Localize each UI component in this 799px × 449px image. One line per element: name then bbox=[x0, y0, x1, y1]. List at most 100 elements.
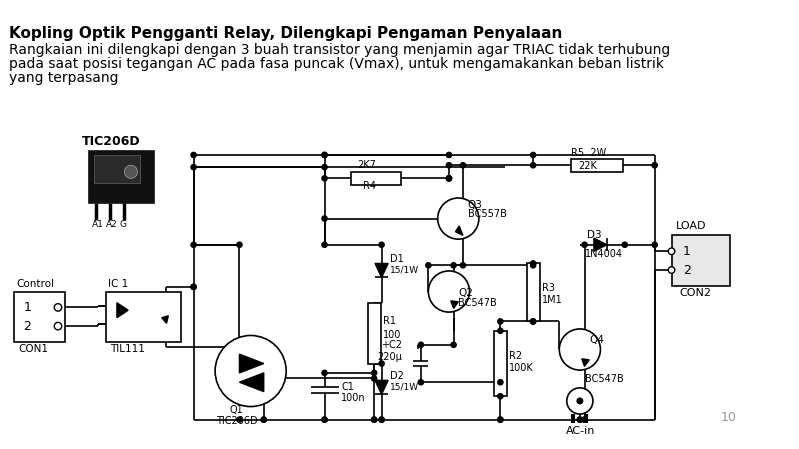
Bar bbox=[494, 331, 507, 396]
Circle shape bbox=[379, 417, 384, 422]
Text: D1: D1 bbox=[390, 254, 403, 264]
Circle shape bbox=[322, 417, 327, 422]
Circle shape bbox=[237, 242, 242, 247]
Text: 1: 1 bbox=[23, 301, 31, 314]
Circle shape bbox=[577, 398, 582, 404]
Circle shape bbox=[191, 164, 197, 170]
Circle shape bbox=[451, 342, 456, 348]
Circle shape bbox=[54, 304, 62, 311]
Text: 15/1W: 15/1W bbox=[390, 265, 419, 274]
Circle shape bbox=[622, 242, 627, 247]
Text: pada saat posisi tegangan AC pada fasa puncak (Vmax), untuk mengamakankan beban : pada saat posisi tegangan AC pada fasa p… bbox=[10, 57, 664, 71]
Text: Q4: Q4 bbox=[589, 335, 604, 345]
Circle shape bbox=[372, 376, 376, 381]
Circle shape bbox=[531, 319, 535, 324]
Text: Control: Control bbox=[17, 279, 55, 289]
Text: yang terpasang: yang terpasang bbox=[10, 71, 119, 85]
Text: 1M1: 1M1 bbox=[542, 295, 562, 305]
Circle shape bbox=[322, 152, 327, 158]
Circle shape bbox=[652, 242, 658, 247]
Text: 100n: 100n bbox=[341, 393, 366, 403]
Text: TIL111: TIL111 bbox=[110, 344, 145, 355]
Text: R4: R4 bbox=[363, 181, 376, 191]
Circle shape bbox=[191, 284, 197, 290]
Circle shape bbox=[322, 164, 327, 170]
Circle shape bbox=[372, 370, 376, 375]
Text: AC-in: AC-in bbox=[566, 426, 595, 436]
Polygon shape bbox=[240, 373, 264, 392]
Circle shape bbox=[322, 417, 327, 422]
Circle shape bbox=[577, 417, 582, 422]
Circle shape bbox=[125, 165, 137, 178]
Text: R2: R2 bbox=[509, 351, 522, 361]
Text: Q1: Q1 bbox=[230, 405, 244, 415]
Circle shape bbox=[322, 152, 327, 158]
Circle shape bbox=[261, 417, 266, 422]
Circle shape bbox=[498, 417, 503, 422]
Circle shape bbox=[566, 388, 593, 414]
Circle shape bbox=[191, 152, 197, 158]
Circle shape bbox=[215, 335, 286, 406]
Circle shape bbox=[237, 417, 242, 422]
Text: TIC206D: TIC206D bbox=[216, 416, 257, 426]
Circle shape bbox=[460, 163, 466, 168]
Bar bbox=[368, 303, 380, 364]
Text: 2: 2 bbox=[682, 264, 690, 277]
Circle shape bbox=[418, 379, 423, 385]
Text: TIC206D: TIC206D bbox=[82, 135, 141, 148]
Circle shape bbox=[372, 417, 376, 422]
Text: 2: 2 bbox=[23, 320, 31, 333]
Circle shape bbox=[531, 152, 535, 158]
Circle shape bbox=[322, 242, 327, 247]
Text: G: G bbox=[120, 220, 127, 229]
Text: R1: R1 bbox=[383, 317, 396, 326]
Text: Q3: Q3 bbox=[467, 199, 483, 210]
Text: A2: A2 bbox=[105, 220, 117, 229]
Bar bbox=[671, 235, 729, 286]
Text: 220μ: 220μ bbox=[377, 352, 402, 362]
Circle shape bbox=[668, 248, 675, 255]
Circle shape bbox=[379, 417, 384, 422]
Text: Kopling Optik Pengganti Relay, Dilengkapi Pengaman Penyalaan: Kopling Optik Pengganti Relay, Dilengkap… bbox=[10, 26, 562, 41]
Text: C1: C1 bbox=[341, 382, 354, 392]
Text: 1: 1 bbox=[682, 245, 690, 258]
Circle shape bbox=[531, 263, 535, 268]
Polygon shape bbox=[594, 238, 607, 251]
Circle shape bbox=[582, 417, 587, 422]
Text: BC547B: BC547B bbox=[459, 298, 497, 308]
Polygon shape bbox=[582, 359, 589, 366]
Text: 15/1W: 15/1W bbox=[390, 383, 419, 392]
Circle shape bbox=[372, 417, 376, 422]
Text: +C2: +C2 bbox=[381, 340, 402, 350]
Circle shape bbox=[379, 361, 384, 366]
Text: D3: D3 bbox=[587, 230, 602, 240]
Text: CON1: CON1 bbox=[18, 344, 49, 355]
Circle shape bbox=[428, 271, 470, 312]
Polygon shape bbox=[375, 264, 388, 277]
Circle shape bbox=[498, 328, 503, 334]
Circle shape bbox=[379, 242, 384, 247]
Circle shape bbox=[582, 242, 587, 247]
Bar bbox=[351, 172, 401, 185]
Circle shape bbox=[460, 263, 466, 268]
Polygon shape bbox=[240, 354, 264, 373]
Text: 100: 100 bbox=[383, 330, 401, 340]
Text: CON2: CON2 bbox=[679, 288, 711, 299]
Circle shape bbox=[559, 329, 600, 370]
Circle shape bbox=[451, 263, 456, 268]
Text: Q2: Q2 bbox=[459, 288, 473, 299]
Circle shape bbox=[498, 319, 503, 324]
Text: 100K: 100K bbox=[509, 363, 534, 373]
Circle shape bbox=[498, 394, 503, 399]
Bar bbox=[527, 264, 539, 321]
Text: R5  2W: R5 2W bbox=[570, 148, 606, 158]
Circle shape bbox=[261, 417, 266, 422]
Circle shape bbox=[322, 370, 327, 375]
Bar bbox=[89, 151, 154, 202]
Polygon shape bbox=[451, 301, 459, 308]
Text: 10: 10 bbox=[720, 411, 736, 424]
Circle shape bbox=[652, 163, 658, 168]
Text: R3: R3 bbox=[542, 283, 555, 293]
Text: IC 1: IC 1 bbox=[108, 279, 128, 289]
Bar bbox=[105, 291, 181, 342]
